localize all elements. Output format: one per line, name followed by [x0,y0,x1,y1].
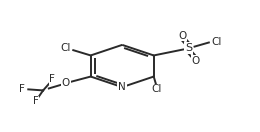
Text: N: N [118,82,126,92]
Text: O: O [178,31,186,41]
Text: O: O [62,78,70,88]
Text: F: F [19,84,25,94]
Text: Cl: Cl [211,37,221,47]
Text: F: F [33,96,39,106]
Text: F: F [49,74,55,84]
Text: O: O [191,56,199,66]
Text: Cl: Cl [151,84,161,94]
Text: S: S [185,43,192,53]
Text: Cl: Cl [61,43,71,53]
